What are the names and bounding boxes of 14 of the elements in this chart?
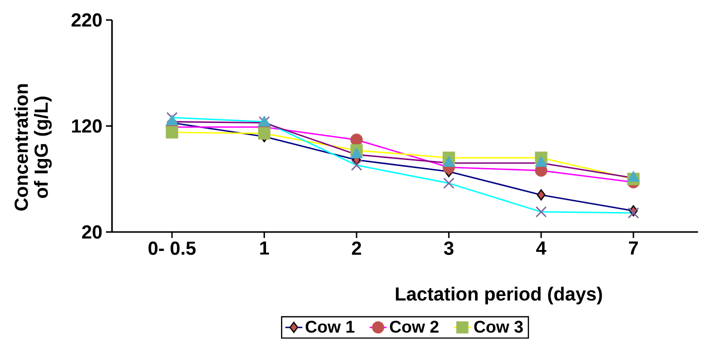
x-tick-label: 0- 0.5 [148, 242, 196, 255]
x-tick-label: 1 [260, 242, 270, 255]
legend-label: Cow 1 [306, 320, 354, 333]
y-tick-label: 20 [82, 225, 102, 239]
x-tick-label: 4 [536, 242, 546, 255]
x-tick-label: 2 [352, 242, 362, 255]
y-tick-label: 220 [72, 13, 102, 27]
legend-label: Cow 2 [390, 320, 438, 333]
x-tick-label: 3 [444, 242, 454, 255]
y-tick-label: 120 [72, 119, 102, 133]
y-axis-title: Concentration of IgG (g/L) [14, 84, 52, 211]
x-axis-title: Lactation period (days) [396, 286, 602, 304]
legend-label: Cow 3 [474, 320, 523, 333]
x-tick-label: 7 [628, 242, 638, 255]
